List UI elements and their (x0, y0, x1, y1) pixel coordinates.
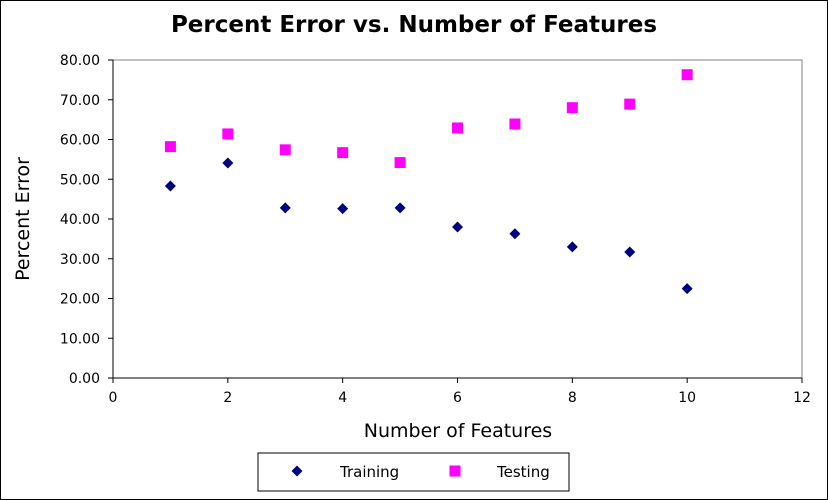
x-tick-label: 4 (338, 390, 347, 406)
testing-point (624, 98, 636, 110)
training-point (164, 180, 176, 192)
x-tick-label: 8 (568, 390, 577, 406)
legend-label-training: Training (339, 463, 399, 481)
testing-point (681, 69, 693, 81)
x-axis: 0 2 4 6 8 10 12 (109, 377, 811, 406)
testing-point (279, 144, 291, 156)
training-point (681, 283, 693, 295)
x-tick-label: 6 (453, 390, 462, 406)
legend: Training Testing (257, 452, 570, 492)
data-points (164, 69, 693, 295)
training-point (509, 228, 521, 240)
plot-area (112, 59, 803, 379)
training-point (279, 202, 291, 214)
chart-title: Percent Error vs. Number of Features (171, 12, 657, 38)
training-point (222, 157, 234, 169)
x-tick-label: 10 (678, 390, 696, 406)
testing-point (566, 102, 578, 114)
y-tick-label: 80.00 (60, 53, 100, 69)
legend-label-testing: Testing (496, 463, 550, 481)
x-tick-label: 12 (793, 390, 811, 406)
y-tick-label: 60.00 (60, 133, 100, 149)
y-tick-label: 20.00 (60, 292, 100, 308)
legend-marker-training (291, 465, 303, 477)
training-point (566, 241, 578, 253)
y-tick-label: 30.00 (60, 252, 100, 268)
x-tick-label: 0 (109, 390, 118, 406)
testing-point (337, 147, 349, 159)
legend-marker-testing (449, 465, 461, 477)
y-tick-label: 0.00 (69, 371, 100, 387)
training-point (337, 203, 349, 215)
training-point (394, 202, 406, 214)
x-tick-label: 2 (223, 390, 232, 406)
testing-point (394, 157, 406, 169)
testing-point (164, 141, 176, 153)
testing-point (452, 122, 463, 134)
legend-box (257, 452, 570, 492)
y-tick-label: 10.00 (60, 331, 100, 347)
testing-point (509, 118, 521, 130)
x-axis-title: Number of Features (364, 420, 552, 442)
testing-point (222, 128, 234, 140)
training-point (452, 221, 463, 233)
y-tick-label: 40.00 (60, 212, 100, 228)
y-axis-title: Percent Error (12, 157, 34, 281)
y-tick-label: 50.00 (60, 172, 100, 188)
y-tick-label: 70.00 (60, 93, 100, 109)
training-point (624, 246, 636, 258)
y-axis: 0.00 10.00 20.00 30.00 40.00 50.00 60.00 70.00 8… (60, 53, 114, 387)
